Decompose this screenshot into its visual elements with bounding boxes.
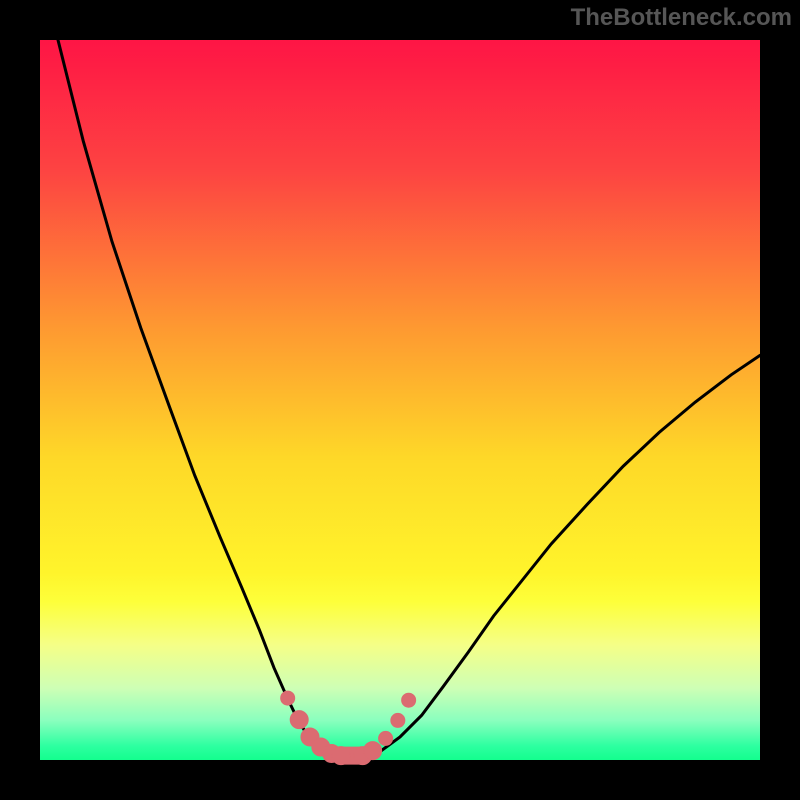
data-marker (281, 691, 295, 705)
bottleneck-chart (0, 0, 800, 800)
plot-gradient-background (40, 40, 760, 760)
data-marker (332, 747, 350, 765)
data-marker (364, 742, 382, 760)
data-marker (402, 693, 416, 707)
data-marker (391, 713, 405, 727)
chart-root: TheBottleneck.com (0, 0, 800, 800)
data-marker (290, 711, 308, 729)
data-marker (379, 731, 393, 745)
